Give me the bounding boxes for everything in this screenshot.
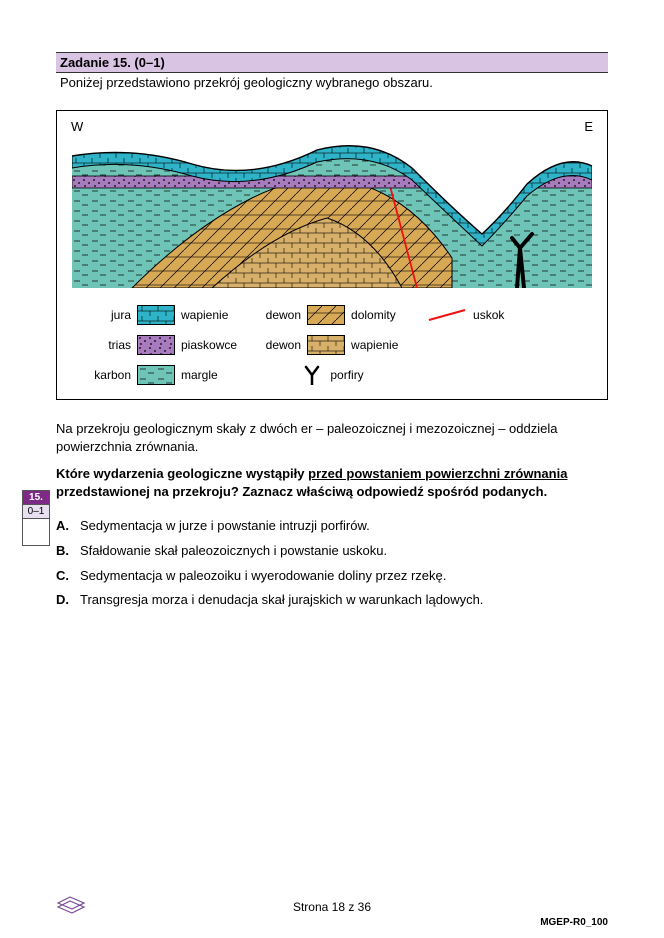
figure-box: W E [56, 110, 608, 400]
legend: jura wapienie dewon dolomity uskok trias [67, 291, 597, 389]
legend-karbon: karbon margle [87, 365, 237, 385]
swatch-dewon-dol [307, 305, 345, 325]
swatch-dewon-wap [307, 335, 345, 355]
legend-dewon-wap: dewon wapienie [257, 335, 407, 355]
option-d[interactable]: D.Transgresja morza i denudacja skał jur… [56, 588, 608, 613]
direction-west: W [71, 119, 83, 134]
caption: Na przekroju geologicznym skały z dwóch … [56, 420, 608, 455]
direction-east: E [584, 119, 593, 134]
legend-uskok: uskok [427, 306, 577, 324]
footer-code: MGEP-R0_100 [540, 917, 608, 928]
legend-dewon-dol: dewon dolomity [257, 305, 407, 325]
porfiry-icon [300, 365, 324, 385]
margin-num: 15. [22, 490, 50, 505]
margin-score-box: 15. 0–1 [22, 490, 50, 546]
legend-porfiry: porfiry [257, 365, 407, 385]
question: Które wydarzenia geologiczne wystąpiły p… [56, 465, 608, 500]
swatch-karbon [137, 365, 175, 385]
direction-row: W E [67, 119, 597, 138]
options: A.Sedymentacja w jurze i powstanie intru… [56, 514, 608, 613]
task-header: Zadanie 15. (0–1) [56, 52, 608, 73]
option-c[interactable]: C.Sedymentacja w paleozoiku i wyerodowan… [56, 564, 608, 589]
cross-section-diagram [67, 138, 597, 288]
swatch-trias [137, 335, 175, 355]
margin-range: 0–1 [22, 505, 50, 519]
legend-jura: jura wapienie [87, 305, 237, 325]
swatch-jura [137, 305, 175, 325]
option-b[interactable]: B.Sfałdowanie skał paleozoicznych i pows… [56, 539, 608, 564]
footer-page: Strona 18 z 36 [0, 900, 664, 914]
intro-text: Poniżej przedstawiono przekrój geologicz… [56, 73, 608, 100]
page: Zadanie 15. (0–1) Poniżej przedstawiono … [0, 0, 664, 938]
margin-blank [22, 519, 50, 546]
uskok-icon [427, 306, 467, 324]
option-a[interactable]: A.Sedymentacja w jurze i powstanie intru… [56, 514, 608, 539]
legend-trias: trias piaskowce [87, 335, 237, 355]
